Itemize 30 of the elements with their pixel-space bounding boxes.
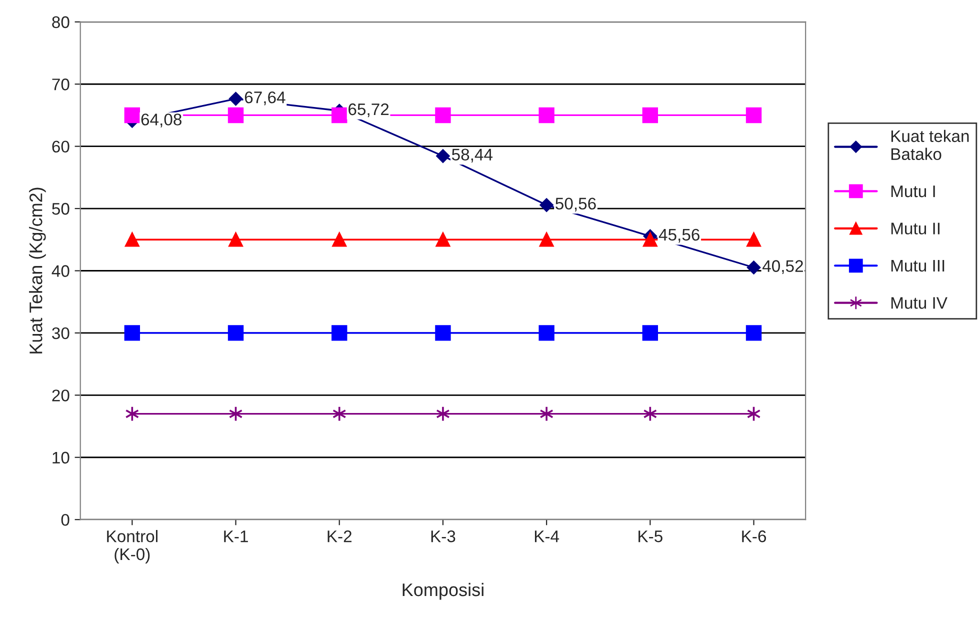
data-label: 45,56 <box>658 228 700 243</box>
x-tick-label: K-1 <box>224 530 248 542</box>
data-label: 65,72 <box>348 103 389 118</box>
x-axis-title: Komposisi <box>402 582 484 600</box>
legend-label: Mutu III <box>891 260 944 272</box>
y-tick-label: 80 <box>52 16 70 28</box>
legend-label: Mutu II <box>891 222 940 234</box>
y-tick-label: 10 <box>52 452 70 464</box>
y-tick-label: 70 <box>52 78 70 90</box>
x-tick-label: K-2 <box>328 530 352 542</box>
y-tick-label: 40 <box>52 265 70 277</box>
x-tick-label: K-6 <box>742 530 766 542</box>
y-tick-label: 50 <box>52 202 70 215</box>
data-label: 40,52 <box>762 260 803 274</box>
data-label: 50,56 <box>556 198 596 212</box>
legend-label: Mutu IV <box>891 297 948 309</box>
legend-label: Mutu I <box>891 186 935 198</box>
legend-label: Kuat tekan Batako <box>891 130 969 160</box>
x-tick-label: K-4 <box>534 530 560 542</box>
x-tick-label: K-5 <box>638 530 662 542</box>
y-tick-label: 60 <box>52 140 70 153</box>
y-tick-label: 20 <box>52 390 70 402</box>
x-tick-label: Kontrol (K-0) <box>107 530 158 564</box>
data-label: 58,44 <box>452 148 493 162</box>
y-tick-label: 0 <box>61 514 70 526</box>
data-label: 64,08 <box>141 114 182 128</box>
x-tick-label: K-3 <box>431 530 456 542</box>
y-tick-label: 30 <box>52 327 70 340</box>
y-axis-title: Kuat Tekan (Kg/cm2) <box>29 188 46 354</box>
data-label: 67,64 <box>244 91 286 106</box>
